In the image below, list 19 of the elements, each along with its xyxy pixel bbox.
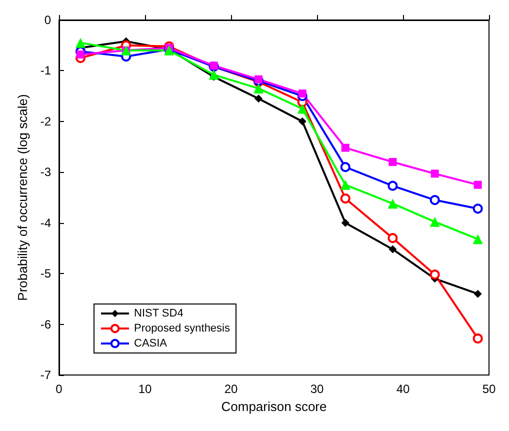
x-tick-label: 10 bbox=[138, 382, 152, 396]
y-tick-label: -5 bbox=[40, 266, 52, 281]
legend-label: Proposed synthesis bbox=[134, 322, 230, 334]
y-tick-label: 0 bbox=[44, 13, 52, 27]
x-tick-label: 0 bbox=[56, 382, 63, 396]
x-tick-label: 20 bbox=[224, 382, 238, 396]
y-axis-title: Probability of occurrence (log scale) bbox=[15, 94, 30, 301]
legend-label: CASIA bbox=[134, 338, 168, 350]
y-tick-label: -7 bbox=[40, 368, 52, 382]
x-tick-label: 50 bbox=[482, 382, 496, 396]
y-tick-label: -6 bbox=[40, 317, 52, 332]
y-tick-label: -1 bbox=[40, 64, 52, 78]
x-axis-title: Comparison score bbox=[221, 398, 327, 414]
legend-label: NIST SD4 bbox=[134, 308, 184, 320]
y-tick-label: -2 bbox=[40, 114, 52, 128]
x-tick-label: 30 bbox=[310, 382, 324, 396]
y-tick-label: -3 bbox=[40, 165, 52, 180]
y-tick-label: -4 bbox=[40, 216, 52, 230]
x-tick-label: 40 bbox=[396, 382, 410, 396]
